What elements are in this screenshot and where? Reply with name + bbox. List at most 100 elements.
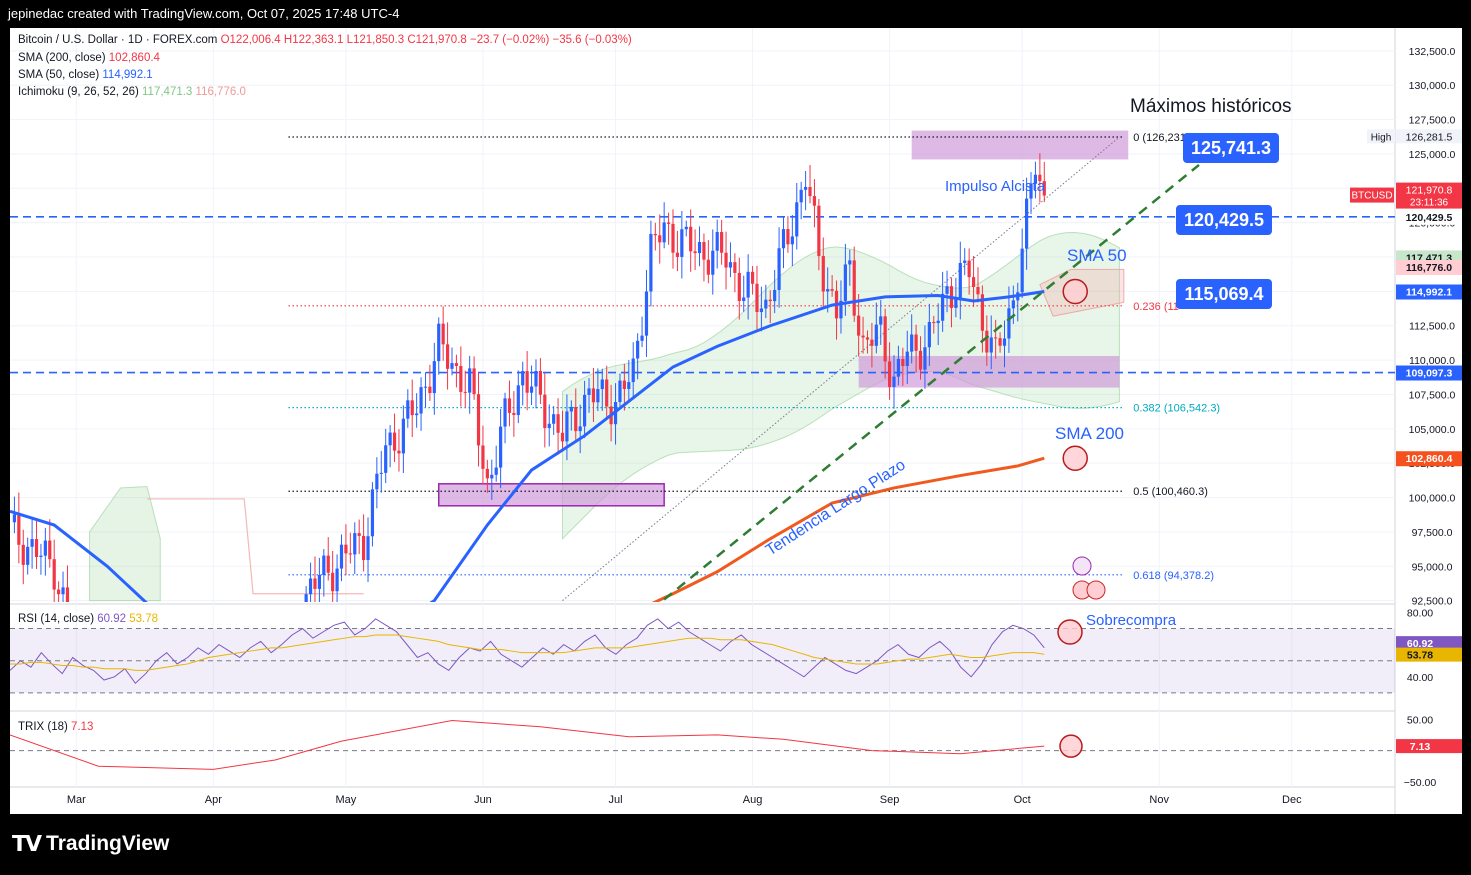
rsi-ma-value-text: 53.78 [1407,650,1433,662]
candle-body [927,321,931,348]
legend-symbol[interactable]: Bitcoin / U.S. Dollar · 1D · FOREX.com [18,34,218,46]
candle-body [344,544,348,554]
candle-body [724,252,728,268]
fib-label: 0.382 (106,542.3) [1133,403,1220,415]
chart-canvas[interactable]: 132,500.0130,000.0127,500.0125,000.0122,… [10,28,1462,814]
legend-rsi-label: RSI (14, close) [18,613,95,625]
annotation-ath-title: Máximos históricos [1130,96,1292,117]
candle-body [839,300,843,319]
candle-body [958,262,962,298]
axis-label-bg [1396,365,1462,381]
candle-body [812,196,817,206]
annotation-sma50: SMA 50 [1067,246,1127,265]
legend-low: L121,850.3 [346,34,405,46]
rsi-ma-value-bg [1396,647,1462,662]
candle-body [397,450,401,454]
candle-body [370,489,375,537]
candle-body [826,289,830,292]
legend-trix-row[interactable]: TRIX (18) 7.13 [18,721,93,733]
candle-body [423,386,428,388]
candle-body [583,394,587,427]
candle-body [636,340,640,359]
candle-body [914,334,918,351]
legend-ichimoku-row[interactable]: Ichimoku (9, 26, 52, 26) 117,471.3 116,7… [18,86,246,98]
candle-body [507,398,512,413]
candle-body [896,358,901,377]
trix-value-text: 7.13 [1410,741,1431,753]
candle-body [547,423,551,429]
sma50-marker-circle [1062,278,1088,305]
candle-body [618,380,622,402]
candle-body [560,432,565,442]
bottom-bar [0,814,1471,875]
candle-body [313,578,317,589]
candle-body [459,365,463,392]
legend-rsi-row[interactable]: RSI (14, close) 60.92 53.78 [18,613,158,625]
x-tick-label: Nov [1149,794,1169,806]
candle-body [490,474,494,479]
legend-sma200-row[interactable]: SMA (200, close) 102,860.4 [18,52,160,64]
trix-line [10,720,1045,770]
candle-body [711,250,715,275]
candle-body [591,388,596,403]
candle-body [932,321,936,324]
candle-body [366,536,370,561]
candle-body [971,277,976,288]
ichimoku-span-b-early [147,498,364,595]
candle-body [1042,181,1046,196]
sma200-marker-circle [1062,445,1088,471]
candle-body [702,241,706,260]
y-tick-label: 112,500.0 [1409,321,1455,333]
x-tick-label: Jun [474,794,492,806]
candle-body [901,358,905,367]
y-tick-label: 125,000.0 [1409,149,1456,161]
candle-body [715,232,719,251]
candle-body [706,259,710,275]
x-tick-label: Sep [880,794,900,806]
candle-body [923,347,927,370]
candle-body [406,400,410,419]
legend-sma50-row[interactable]: SMA (50, close) 114,992.1 [18,69,153,81]
candle-body [821,256,825,292]
candles-group [12,153,1046,602]
candle-body [830,289,834,291]
candle-body [441,323,445,345]
chart-frame[interactable]: 132,500.0130,000.0127,500.0125,000.0122,… [10,28,1462,814]
candle-body [733,262,737,273]
tradingview-logo[interactable]: 𝗧𝗩 TradingView [12,831,169,857]
ichimoku-cloud-early [89,486,161,602]
candle-body [817,205,821,257]
candle-body [764,299,768,309]
candle-body [565,411,569,442]
candle-body [755,283,759,313]
legend-ichimoku-v1: 117,471.3 [142,86,193,98]
axis-label-bg [1396,182,1462,209]
candle-body [627,382,631,389]
candle-body [552,414,556,424]
candle-body [640,335,644,341]
x-tick-label: May [336,794,357,806]
x-tick-label: Dec [1282,794,1302,806]
candle-body [578,426,582,432]
candle-body [476,394,481,446]
rsi-value-bg [1396,636,1462,651]
candle-body [737,272,741,302]
trix-tick-label: −50.00 [1404,777,1437,789]
y-tick-label: 95,000.0 [1412,561,1453,573]
candle-body [1029,183,1033,199]
y-tick-label: 110,000.0 [1409,355,1455,367]
candle-body [781,229,786,249]
legend-open: O122,006.4 [220,34,281,46]
event-flash-icon [1072,556,1092,576]
candle-body [1033,174,1038,184]
annotation-sma200: SMA 200 [1055,424,1124,443]
candle-body [39,555,43,557]
candle-body [887,361,892,387]
candle-body [512,412,516,416]
symbol-tag-text: BTCUSD [1351,191,1392,202]
candle-body [967,260,971,278]
candle-body [57,589,61,595]
price-badge-text: 120,429.5 [1184,210,1264,230]
candle-body [538,370,542,395]
legend-close: C121,970.8 [407,34,467,46]
